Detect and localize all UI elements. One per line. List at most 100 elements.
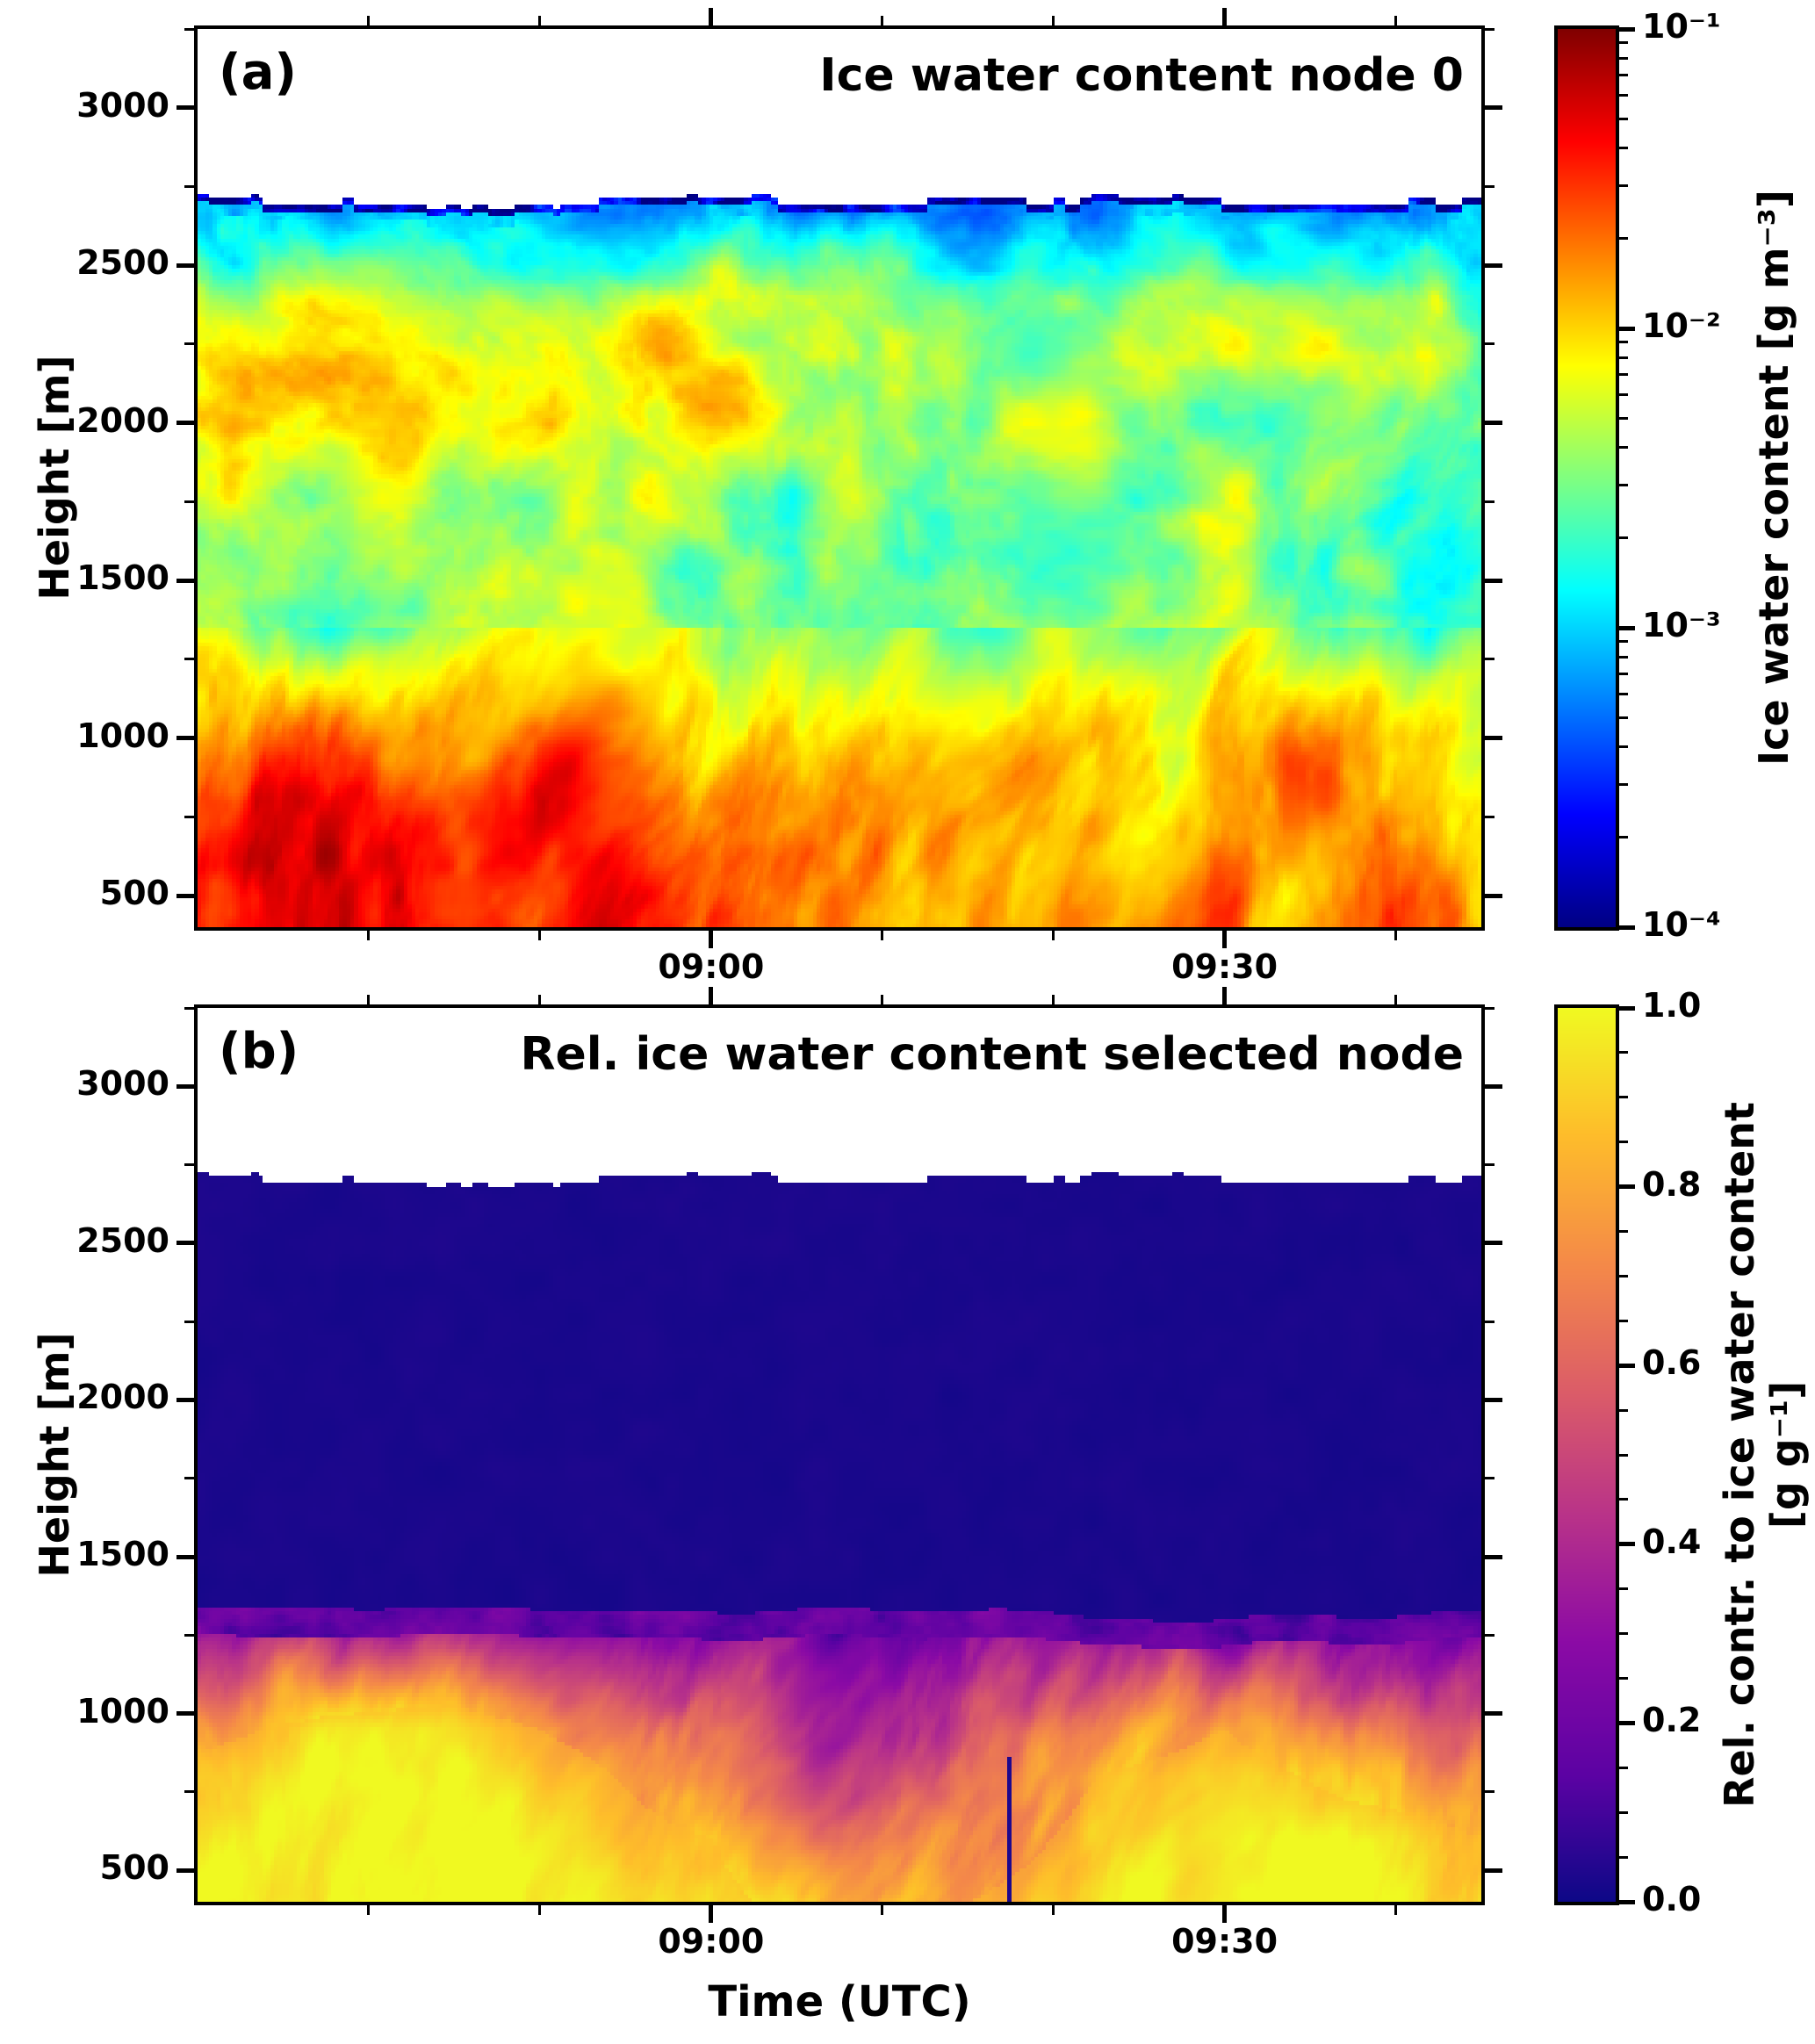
- colorbar-b-major-tick: [1619, 1184, 1635, 1190]
- x-minor-tick-top: [881, 995, 884, 1004]
- y-minor-tick-right: [1485, 184, 1494, 188]
- x-axis-label: Time (UTC): [708, 1977, 971, 2026]
- colorbar-a-minor-tick: [1619, 118, 1628, 121]
- y-tick-label: 2000: [76, 1378, 169, 1417]
- colorbar-a-minor-tick: [1619, 655, 1628, 659]
- colorbar-a-minor-tick: [1619, 56, 1628, 60]
- y-minor-tick-right: [1485, 500, 1494, 503]
- y-tick-label: 2000: [76, 400, 169, 440]
- y-major-tick-right: [1485, 1554, 1502, 1559]
- x-major-tick-bottom: [709, 931, 714, 948]
- y-major-tick-left: [176, 893, 194, 898]
- colorbar-b-minor-tick: [1619, 1810, 1628, 1814]
- x-minor-tick-bottom: [1052, 1905, 1055, 1915]
- y-major-tick-left: [176, 421, 194, 426]
- colorbar-b-minor-tick: [1619, 1498, 1628, 1501]
- colorbar-a-minor-tick: [1619, 184, 1628, 187]
- y-tick-label: 2500: [76, 1220, 169, 1260]
- colorbar-b-label-line2: [g g⁻¹]: [1762, 1380, 1810, 1529]
- y-major-tick-right: [1485, 1711, 1502, 1717]
- x-major-tick-bottom: [709, 1905, 714, 1923]
- panel-b-title: Rel. ice water content selected node: [520, 1028, 1464, 1081]
- colorbar-b-minor-tick: [1619, 1274, 1628, 1278]
- y-major-tick-left: [176, 1554, 194, 1559]
- y-major-tick-left: [176, 736, 194, 741]
- colorbar-b-tick-label: 0.4: [1642, 1522, 1702, 1561]
- colorbar-a-minor-tick: [1619, 147, 1628, 150]
- y-tick-label: 1000: [76, 1691, 169, 1731]
- y-tick-label: 500: [99, 1848, 169, 1888]
- colorbar-a-minor-tick: [1619, 94, 1628, 97]
- colorbar-a-major-tick: [1619, 925, 1635, 930]
- y-minor-tick-right: [1485, 815, 1494, 818]
- y-major-tick-right: [1485, 263, 1502, 268]
- x-minor-tick-bottom: [367, 931, 371, 940]
- x-tick-label: 09:30: [1171, 1922, 1278, 1961]
- colorbar-b-tick-label: 1.0: [1642, 986, 1702, 1025]
- colorbar-a-minor-tick: [1619, 835, 1628, 838]
- y-major-tick-left: [176, 1397, 194, 1402]
- y-major-tick-left: [176, 263, 194, 268]
- y-minor-tick-left: [184, 1006, 194, 1010]
- y-minor-tick-left: [184, 184, 194, 188]
- y-minor-tick-left: [184, 815, 194, 818]
- colorbar-a-minor-tick: [1619, 41, 1628, 45]
- colorbar-a-tick-label: 10⁻³: [1642, 606, 1721, 644]
- colorbar-a-minor-tick: [1619, 236, 1628, 240]
- panel-a-heatmap-canvas: [198, 29, 1481, 927]
- colorbar-a-minor-tick: [1619, 483, 1628, 486]
- y-axis-label-b: Height [m]: [31, 1332, 78, 1578]
- y-minor-tick-right: [1485, 1790, 1494, 1794]
- y-major-tick-right: [1485, 421, 1502, 426]
- x-minor-tick-top: [1052, 995, 1055, 1004]
- colorbar-a-label: Ice water content [g m⁻³]: [1750, 190, 1797, 766]
- panel-b-label: (b): [219, 1023, 299, 1080]
- colorbar-b-minor-tick: [1619, 1677, 1628, 1680]
- y-minor-tick-left: [184, 658, 194, 661]
- colorbar-a-minor-tick: [1619, 74, 1628, 77]
- colorbar-b-tick-label: 0.0: [1642, 1880, 1702, 1918]
- x-tick-label: 09:30: [1171, 947, 1278, 986]
- y-major-tick-right: [1485, 1241, 1502, 1246]
- x-minor-tick-bottom: [367, 1905, 371, 1915]
- colorbar-b-tick-label: 0.2: [1642, 1701, 1702, 1740]
- x-minor-tick-top: [538, 995, 542, 1004]
- colorbar-b-minor-tick: [1619, 1587, 1628, 1591]
- x-minor-tick-top: [1394, 995, 1398, 1004]
- panel-a-plot: [194, 25, 1485, 931]
- x-minor-tick-top: [367, 995, 371, 1004]
- panel-b-plot: [194, 1004, 1485, 1905]
- colorbar-b-minor-tick: [1619, 1319, 1628, 1322]
- y-minor-tick-left: [184, 1790, 194, 1794]
- colorbar-a-minor-tick: [1619, 356, 1628, 359]
- y-minor-tick-right: [1485, 27, 1494, 31]
- y-minor-tick-left: [184, 1320, 194, 1323]
- panel-a-title: Ice water content node 0: [819, 49, 1464, 102]
- y-tick-label: 1000: [76, 716, 169, 755]
- colorbar-b-label: Rel. contr. to ice water content [g g⁻¹]: [1716, 1102, 1810, 1808]
- y-axis-label-a: Height [m]: [31, 355, 78, 601]
- x-major-tick-bottom: [1222, 1905, 1228, 1923]
- y-major-tick-right: [1485, 578, 1502, 583]
- y-major-tick-left: [176, 1711, 194, 1717]
- y-tick-label: 500: [99, 874, 169, 913]
- colorbar-a-tick-label: 10⁻⁴: [1642, 905, 1721, 944]
- colorbar-a-tick-label: 10⁻²: [1642, 306, 1721, 345]
- colorbar-a-minor-tick: [1619, 745, 1628, 749]
- colorbar-b-label-line1: Rel. contr. to ice water content: [1716, 1102, 1764, 1808]
- y-minor-tick-left: [184, 1163, 194, 1167]
- colorbar-b-canvas: [1558, 1008, 1616, 1902]
- x-major-tick-top: [1222, 987, 1228, 1004]
- colorbar-a-minor-tick: [1619, 536, 1628, 539]
- y-major-tick-left: [176, 1868, 194, 1873]
- y-major-tick-left: [176, 1241, 194, 1246]
- colorbar-b-major-tick: [1619, 1542, 1635, 1547]
- y-minor-tick-right: [1485, 1477, 1494, 1480]
- colorbar-a-major-tick: [1619, 326, 1635, 331]
- x-tick-label: 09:00: [658, 1922, 765, 1961]
- y-major-tick-right: [1485, 893, 1502, 898]
- colorbar-a-minor-tick: [1619, 673, 1628, 676]
- colorbar-a-minor-tick: [1619, 640, 1628, 644]
- colorbar-a-minor-tick: [1619, 716, 1628, 720]
- colorbar-b-tick-label: 0.8: [1642, 1164, 1702, 1204]
